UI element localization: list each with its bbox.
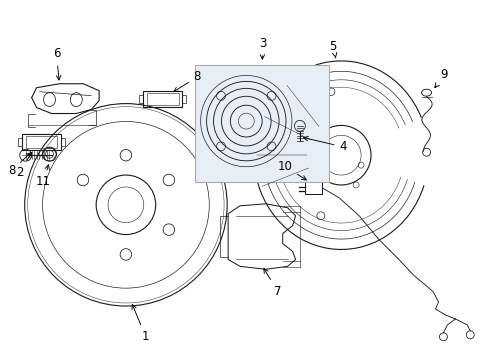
Bar	[195, 65, 328, 182]
Text: 10: 10	[277, 159, 305, 180]
Bar	[142, 91, 182, 107]
Bar	[21, 134, 61, 150]
Text: 2: 2	[16, 153, 32, 179]
Bar	[61, 138, 65, 146]
Text: 9: 9	[434, 68, 447, 88]
Text: 1: 1	[132, 305, 149, 343]
Bar	[304, 182, 322, 194]
Bar	[139, 95, 142, 103]
Text: 3: 3	[258, 37, 265, 50]
Bar	[26, 136, 57, 148]
Text: 8: 8	[173, 70, 201, 92]
Bar	[182, 95, 186, 103]
Text: 7: 7	[264, 269, 281, 298]
Text: 6: 6	[53, 48, 61, 80]
Text: 5: 5	[329, 40, 336, 58]
Bar	[146, 93, 178, 105]
Text: 8: 8	[8, 153, 31, 176]
Text: 4: 4	[303, 136, 346, 153]
Text: 11: 11	[36, 165, 51, 189]
Bar	[18, 138, 21, 146]
